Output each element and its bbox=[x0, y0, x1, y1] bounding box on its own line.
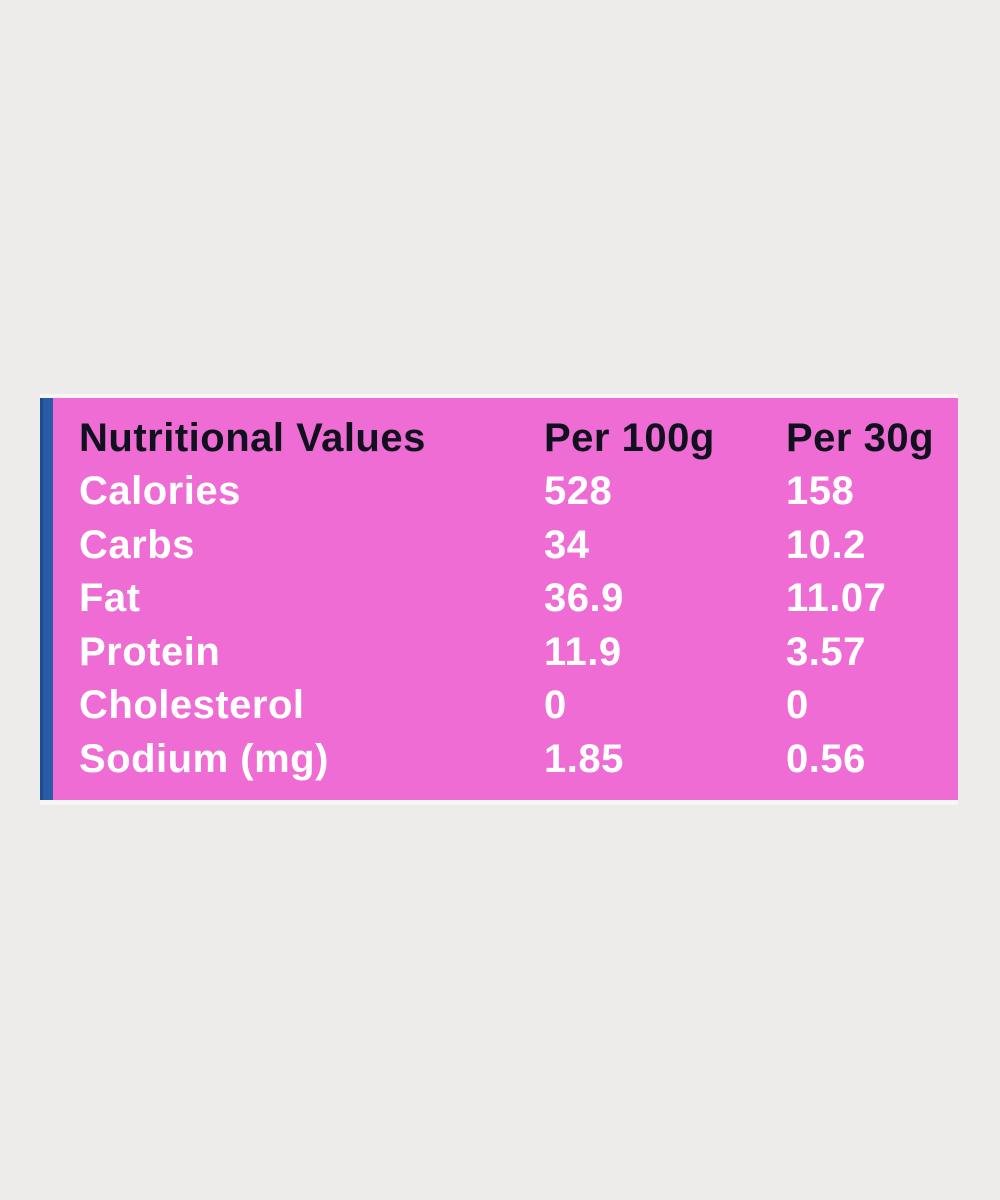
table-header-row: Nutritional Values Per 100g Per 30g bbox=[53, 411, 958, 465]
column-header-per-100g: Per 100g bbox=[544, 415, 715, 460]
column-header-nutritional-values: Nutritional Values bbox=[79, 415, 426, 460]
value-per-100g: 0 bbox=[544, 683, 567, 727]
row-label: Sodium (mg) bbox=[79, 736, 329, 781]
value-per-30g: 0 bbox=[786, 683, 809, 727]
row-label: Cholesterol bbox=[79, 683, 305, 727]
table-row-carbs: Carbs 34 10.2 bbox=[53, 518, 958, 572]
value-per-100g: 528 bbox=[544, 469, 613, 513]
table-row-calories: Calories 528 158 bbox=[53, 464, 958, 518]
value-per-30g: 10.2 bbox=[786, 522, 866, 567]
value-per-100g: 36.9 bbox=[544, 576, 624, 620]
nutrition-table: Nutritional Values Per 100g Per 30g Calo… bbox=[53, 398, 958, 800]
value-per-30g: 3.57 bbox=[786, 629, 866, 674]
nutrition-card: Nutritional Values Per 100g Per 30g Calo… bbox=[40, 398, 958, 800]
row-label: Calories bbox=[79, 469, 241, 513]
value-per-30g: 11.07 bbox=[786, 576, 887, 620]
value-per-100g: 34 bbox=[544, 522, 590, 567]
column-header-per-30g: Per 30g bbox=[786, 415, 935, 460]
value-per-30g: 0.56 bbox=[786, 736, 866, 781]
table-row-fat: Fat 36.9 11.07 bbox=[53, 571, 958, 625]
accent-bar bbox=[40, 398, 53, 800]
table-row-cholesterol: Cholesterol 0 0 bbox=[53, 678, 958, 732]
row-label: Protein bbox=[79, 629, 221, 674]
value-per-100g: 11.9 bbox=[544, 629, 622, 674]
row-label: Fat bbox=[79, 576, 141, 620]
table-row-protein: Protein 11.9 3.57 bbox=[53, 625, 958, 679]
row-label: Carbs bbox=[79, 522, 195, 567]
value-per-100g: 1.85 bbox=[544, 736, 624, 781]
table-row-sodium: Sodium (mg) 1.85 0.56 bbox=[53, 732, 958, 786]
value-per-30g: 158 bbox=[786, 469, 855, 513]
